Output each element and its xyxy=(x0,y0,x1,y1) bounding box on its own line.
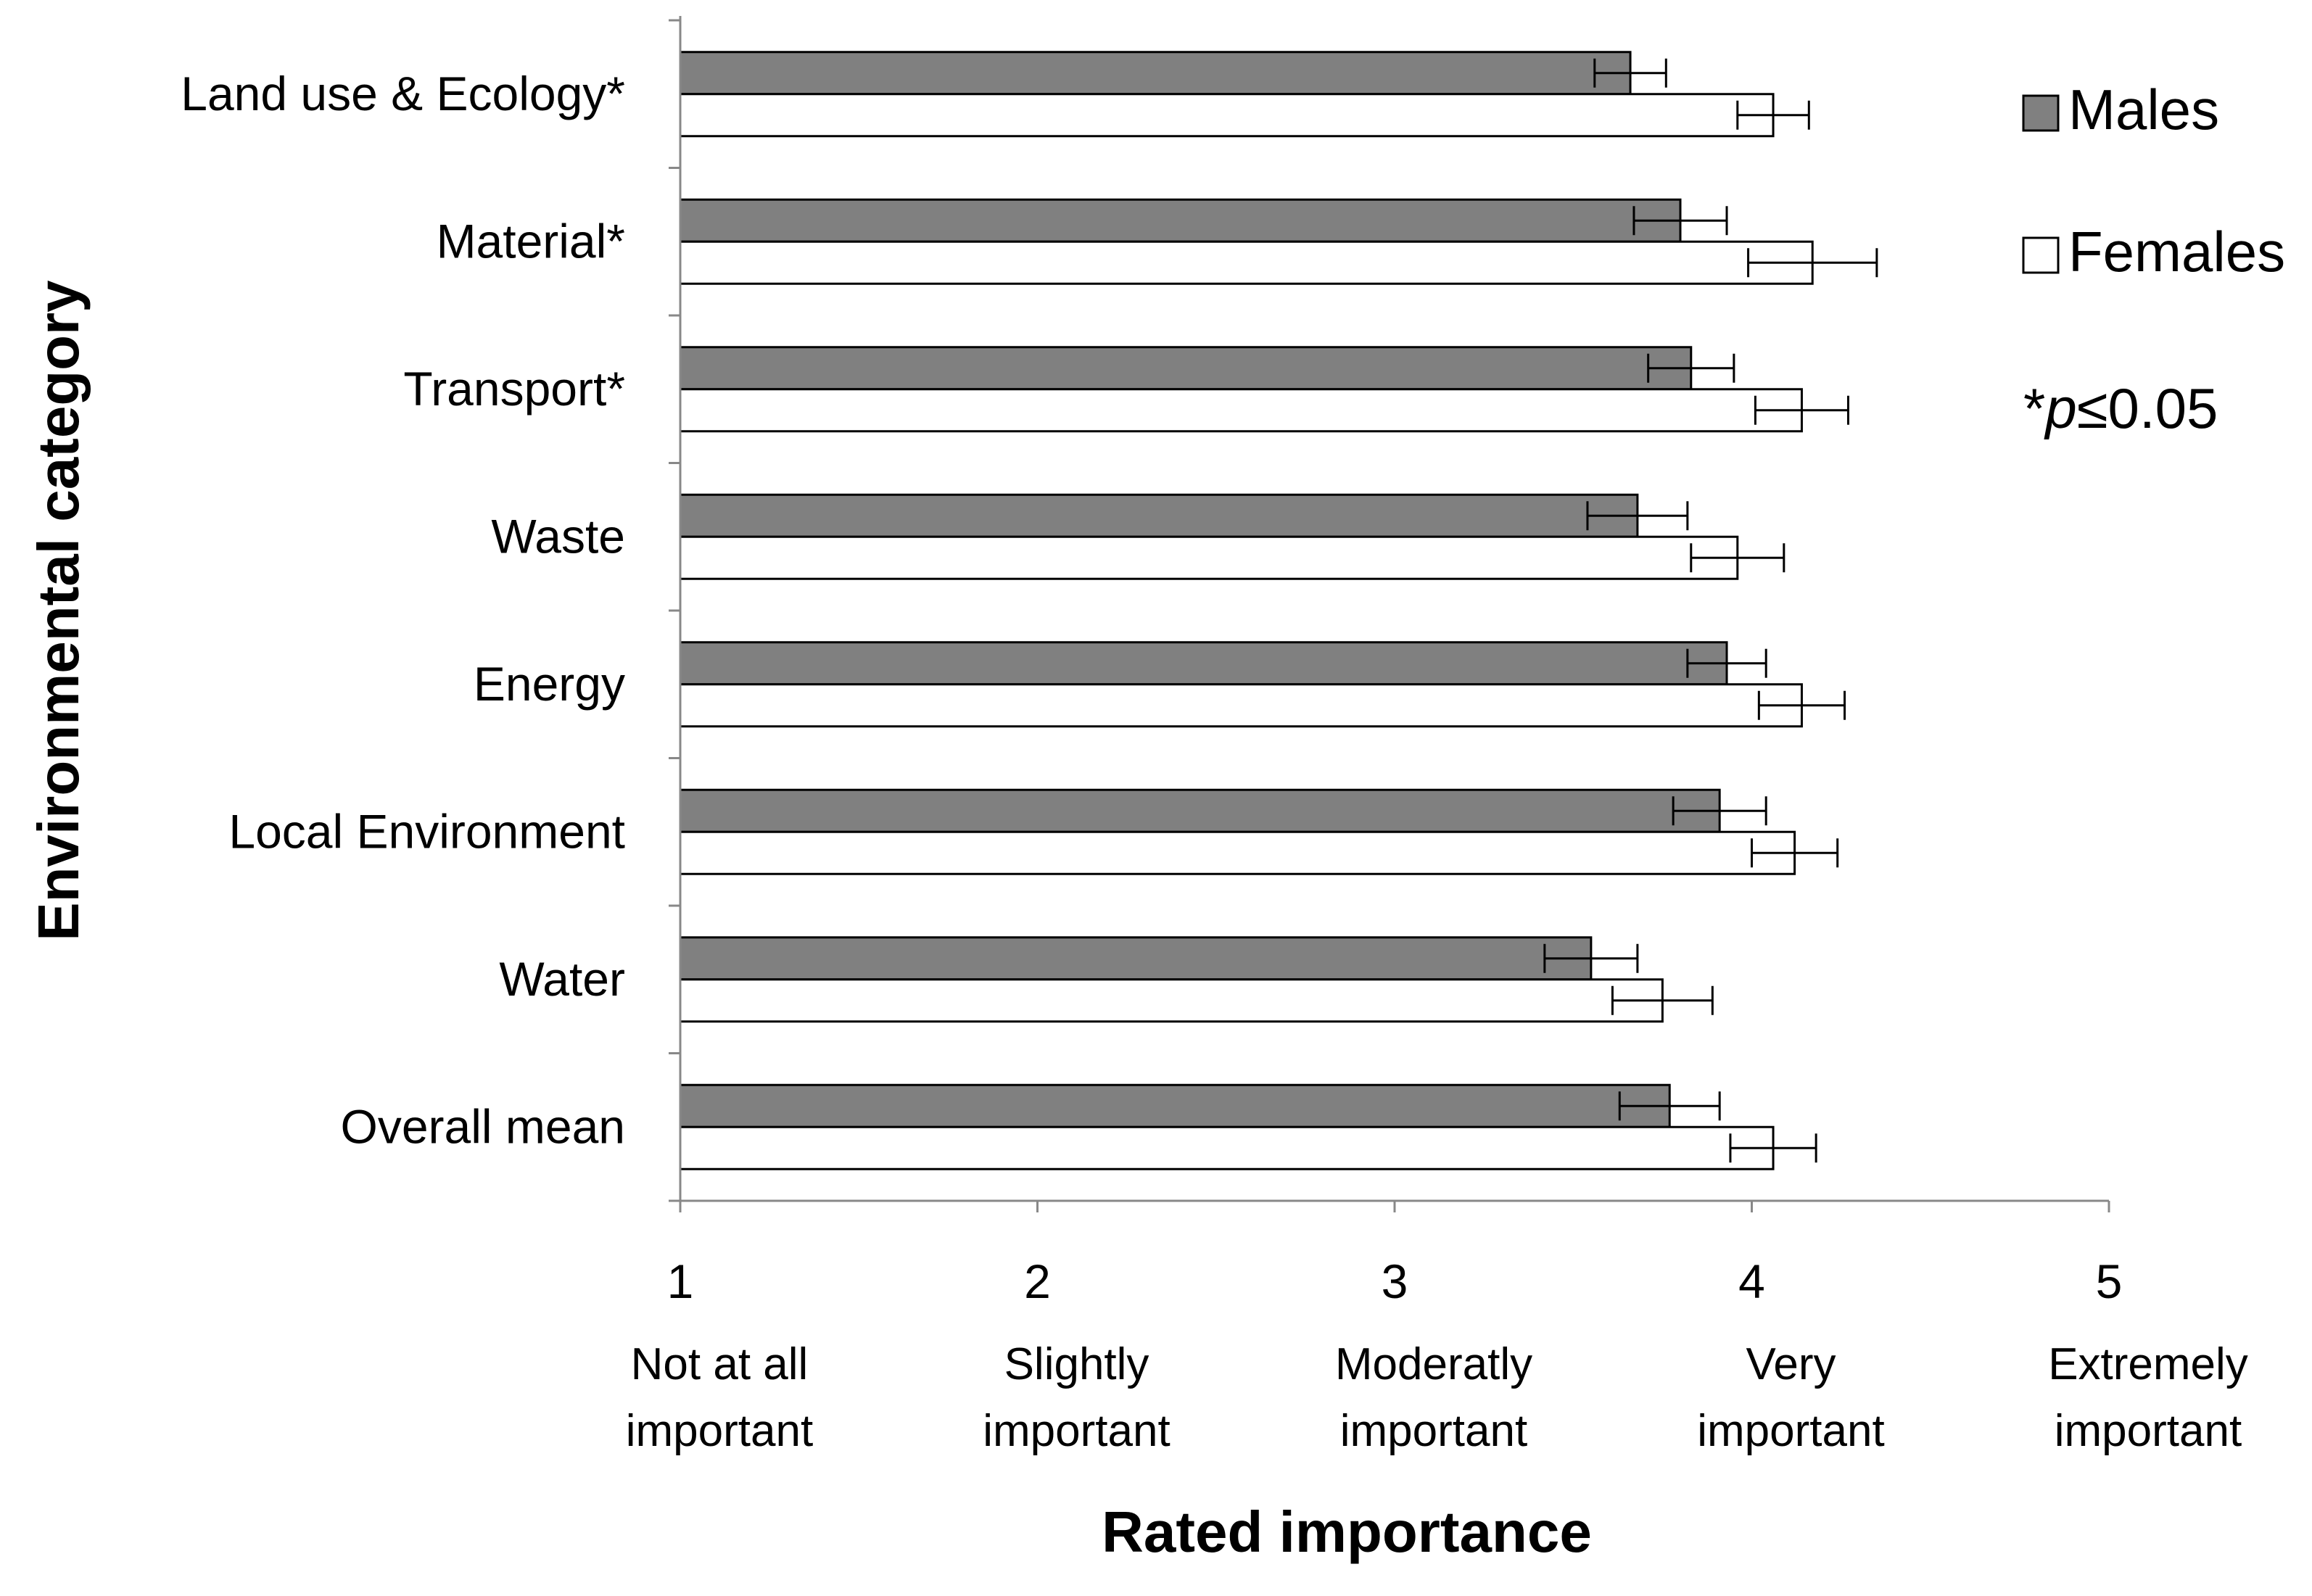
x-tick-label: 2 xyxy=(1024,1254,1051,1308)
x-tick-label: 3 xyxy=(1382,1254,1408,1308)
category-label: Overall mean xyxy=(341,1099,626,1153)
bar-males-5 xyxy=(679,641,1728,686)
bar-females-1 xyxy=(679,93,1775,138)
bar-females-6 xyxy=(679,830,1796,875)
bar-females-5 xyxy=(679,683,1803,728)
bar-males-6 xyxy=(679,788,1721,833)
bar-females-3 xyxy=(679,388,1803,433)
bar-males-8 xyxy=(679,1083,1671,1128)
bar-males-4 xyxy=(679,493,1639,538)
bar-females-7 xyxy=(679,978,1664,1023)
x-axis-title: Rated importance xyxy=(1102,1500,1592,1564)
y-axis-title: Environmental category xyxy=(26,280,91,941)
x-tick-label: 5 xyxy=(2096,1254,2123,1308)
bar-males-3 xyxy=(679,346,1693,391)
x-descriptor-line2: important xyxy=(626,1406,813,1456)
legend-label-males: Males xyxy=(2068,78,2219,141)
significance-note: *p≤0.05 xyxy=(2023,376,2218,440)
x-descriptor-line1: Extremely xyxy=(2048,1339,2248,1389)
category-label: Transport* xyxy=(403,362,625,415)
category-label: Waste xyxy=(491,509,625,563)
legend-swatch-females xyxy=(2022,236,2060,274)
bar-males-7 xyxy=(679,936,1593,981)
x-descriptor-line1: Moderatly xyxy=(1335,1339,1532,1389)
x-tick-label: 1 xyxy=(667,1254,694,1308)
category-label: Material* xyxy=(437,214,625,268)
x-descriptor-line2: important xyxy=(2055,1406,2242,1456)
x-tick-label: 4 xyxy=(1738,1254,1765,1308)
x-descriptor-line2: important xyxy=(1340,1406,1527,1456)
bar-males-1 xyxy=(679,51,1632,96)
x-descriptor-line1: Not at all xyxy=(631,1339,809,1389)
legend-swatch-males xyxy=(2022,94,2060,132)
bar-females-2 xyxy=(679,240,1814,285)
x-descriptor-line1: Slightly xyxy=(1004,1339,1149,1389)
bar-females-4 xyxy=(679,535,1739,580)
bar-females-8 xyxy=(679,1125,1775,1170)
legend-label-females: Females xyxy=(2068,220,2285,284)
category-label: Local Environment xyxy=(228,804,625,858)
x-descriptor-line1: Very xyxy=(1746,1339,1836,1389)
category-label: Energy xyxy=(474,657,625,711)
x-descriptor-line2: important xyxy=(983,1406,1170,1456)
category-label: Land use & Ecology* xyxy=(181,67,625,120)
bar-males-2 xyxy=(679,198,1682,243)
category-label: Water xyxy=(499,952,625,1006)
x-descriptor-line2: important xyxy=(1697,1406,1884,1456)
